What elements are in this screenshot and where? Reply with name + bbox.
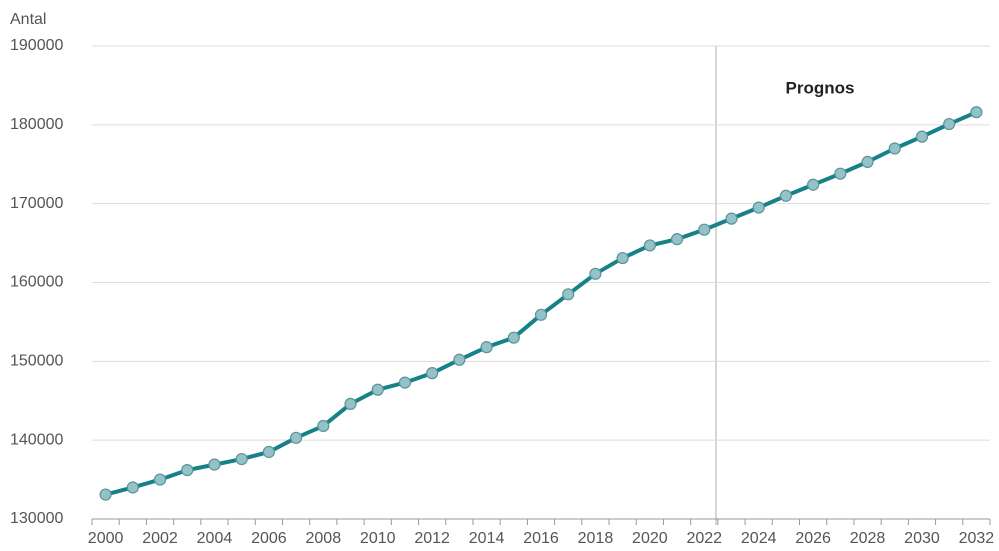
- data-point: [643, 239, 656, 252]
- data-point: [126, 481, 139, 494]
- x-tick-label: 2020: [632, 530, 668, 547]
- data-point: [834, 167, 847, 180]
- x-tick-label: 2004: [197, 530, 233, 547]
- data-point: [779, 189, 793, 202]
- data-point: [562, 288, 575, 301]
- y-tick-label: 130000: [10, 510, 63, 527]
- data-point: [589, 267, 602, 280]
- data-point: [317, 419, 330, 433]
- data-point: [861, 155, 874, 168]
- data-point: [235, 452, 248, 466]
- x-tick-label: 2016: [523, 530, 559, 547]
- data-point: [453, 353, 466, 366]
- data-point: [888, 142, 901, 155]
- x-tick-label: 2024: [741, 530, 777, 547]
- data-point: [181, 464, 194, 477]
- data-point: [807, 178, 820, 191]
- x-tick-label: 2000: [88, 530, 124, 547]
- y-tick-label: 140000: [10, 431, 63, 448]
- series-line: [105, 110, 978, 497]
- x-tick-label: 2012: [414, 530, 450, 547]
- x-tick-label: 2008: [306, 530, 342, 547]
- data-point: [915, 130, 929, 143]
- x-tick-label: 2030: [904, 530, 940, 547]
- data-point: [616, 251, 629, 265]
- x-tick-label: 2022: [686, 530, 722, 547]
- x-tick-label: 2002: [142, 530, 178, 547]
- x-tick-label: 2006: [251, 530, 287, 547]
- x-tick-label: 2028: [850, 530, 886, 547]
- y-tick-label: 180000: [10, 116, 63, 133]
- data-point: [970, 106, 983, 119]
- data-point: [344, 397, 357, 411]
- data-point: [534, 308, 548, 321]
- x-tick-label: 2018: [578, 530, 614, 547]
- data-point: [752, 201, 765, 214]
- data-point: [943, 117, 956, 131]
- y-tick-label: 160000: [10, 274, 63, 291]
- x-tick-label: 2014: [469, 530, 505, 547]
- y-tick-label: 170000: [10, 195, 63, 212]
- y-tick-label: 150000: [10, 353, 63, 370]
- y-axis-label: Antal: [10, 11, 46, 28]
- data-point: [153, 473, 167, 486]
- y-tick-label: 190000: [10, 37, 63, 54]
- x-tick-label: 2026: [795, 530, 831, 547]
- annotation: Prognos: [786, 78, 855, 97]
- data-point: [99, 488, 112, 501]
- data-point: [480, 341, 493, 354]
- data-point: [507, 331, 520, 344]
- data-point: [289, 431, 303, 444]
- data-point: [208, 458, 221, 471]
- data-point: [670, 233, 684, 246]
- data-point: [725, 212, 738, 225]
- data-point: [262, 445, 275, 459]
- x-tick-label: 2010: [360, 530, 396, 547]
- data-point: [371, 383, 384, 396]
- x-tick-label: 2032: [959, 530, 995, 547]
- data-point: [426, 367, 439, 380]
- data-point: [698, 223, 711, 236]
- data-point: [398, 376, 412, 389]
